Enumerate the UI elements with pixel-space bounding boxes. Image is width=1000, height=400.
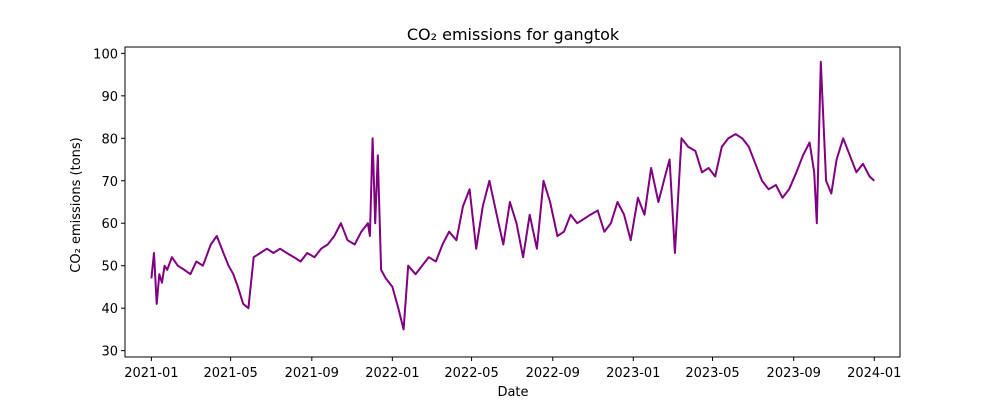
y-tick-label: 50 — [101, 260, 118, 275]
chart-title: CO₂ emissions for gangtok — [407, 25, 620, 44]
series-layer — [150, 60, 875, 331]
y-tick-label: 60 — [101, 217, 118, 232]
y-tick-label: 30 — [101, 345, 118, 360]
x-axis-label: Date — [497, 385, 528, 400]
x-tick-label: 2024-01 — [847, 366, 901, 381]
series-line-0 — [150, 60, 875, 331]
y-tick-label: 90 — [101, 90, 118, 105]
plot-frame — [124, 46, 901, 358]
x-tick-label: 2021-05 — [203, 366, 257, 381]
y-tick-label: 80 — [101, 132, 118, 147]
x-tick-label: 2021-01 — [124, 366, 178, 381]
x-tick-label: 2023-05 — [685, 366, 739, 381]
x-tick-label: 2023-09 — [767, 366, 821, 381]
y-axis: 30 40 50 60 70 80 90 100 — [93, 47, 125, 360]
y-axis-label: CO₂ emissions (tons) — [69, 137, 84, 272]
x-tick-label: 2021-09 — [285, 366, 339, 381]
x-tick-label: 2022-09 — [526, 366, 580, 381]
x-tick-label: 2022-05 — [444, 366, 498, 381]
y-tick-label: 70 — [101, 175, 118, 190]
y-tick-label: 100 — [93, 47, 118, 62]
y-tick-label: 40 — [101, 302, 118, 317]
x-tick-label: 2023-01 — [606, 366, 660, 381]
x-axis: 2021-01 2021-05 2021-09 2022-01 2022-05 2022-… — [124, 357, 901, 381]
x-tick-label: 2022-01 — [365, 366, 419, 381]
